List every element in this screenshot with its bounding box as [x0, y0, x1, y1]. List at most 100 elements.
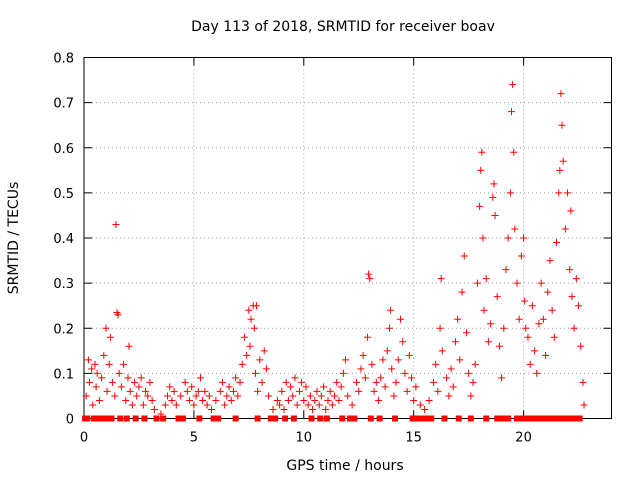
data-point: [399, 338, 407, 346]
data-point: [415, 415, 422, 422]
data-point: [544, 288, 552, 296]
x-axis-label: GPS time / hours: [286, 458, 403, 474]
data-point: [531, 347, 539, 355]
data-point: [432, 360, 440, 368]
y-tick-label: 0.4: [53, 232, 74, 247]
data-point: [556, 166, 564, 174]
data-point: [429, 378, 437, 386]
data-point: [577, 342, 585, 350]
data-point: [100, 351, 108, 359]
data-point: [88, 365, 96, 373]
data-point: [90, 415, 97, 422]
data-point: [146, 378, 154, 386]
data-point: [407, 374, 415, 382]
data-point: [309, 405, 317, 413]
data-point: [111, 392, 119, 400]
data-point: [150, 405, 158, 413]
data-point: [522, 324, 530, 332]
data-point: [282, 415, 289, 422]
data-point: [262, 365, 270, 373]
data-point: [572, 415, 579, 422]
data-point: [141, 415, 148, 422]
data-point: [447, 365, 455, 373]
data-point: [335, 396, 343, 404]
data-point: [311, 396, 319, 404]
data-point: [423, 415, 430, 422]
data-point: [331, 392, 339, 400]
x-axis-tick-labels: 0 5 10 15 20: [80, 431, 532, 446]
data-point: [306, 392, 314, 400]
data-point: [434, 387, 442, 395]
data-point: [443, 374, 451, 382]
data-point: [199, 396, 207, 404]
data-point: [128, 401, 136, 409]
data-point: [375, 396, 383, 404]
data-point: [229, 387, 237, 395]
data-point: [168, 396, 176, 404]
data-point: [170, 387, 178, 395]
data-point: [456, 356, 464, 364]
data-point: [284, 396, 292, 404]
data-point: [561, 225, 569, 233]
data-point: [114, 311, 122, 319]
data-point: [212, 396, 220, 404]
data-point: [240, 333, 248, 341]
data-point: [495, 342, 503, 350]
x-tick-label: 20: [515, 431, 532, 446]
data-point: [225, 383, 233, 391]
data-point: [105, 415, 112, 422]
data-point: [247, 315, 255, 323]
y-tick-label: 0.8: [53, 52, 74, 67]
data-point: [84, 356, 92, 364]
data-point: [506, 189, 514, 197]
data-point: [221, 401, 229, 409]
data-point: [372, 378, 380, 386]
data-point: [507, 108, 515, 116]
data-point: [517, 252, 525, 260]
data-point: [260, 347, 268, 355]
data-point: [216, 387, 224, 395]
data-point: [425, 396, 433, 404]
data-point: [491, 211, 499, 219]
data-point: [559, 157, 567, 165]
data-point: [300, 396, 308, 404]
data-point: [317, 415, 324, 422]
data-point: [509, 81, 517, 89]
data-point: [98, 374, 106, 382]
data-point: [326, 387, 334, 395]
data-point: [196, 415, 203, 422]
data-point: [337, 383, 345, 391]
data-point: [177, 392, 185, 400]
data-point: [124, 374, 132, 382]
data-point: [161, 401, 169, 409]
data-point: [401, 369, 409, 377]
x-tick-label: 10: [296, 431, 313, 446]
data-point: [290, 415, 297, 422]
data-point: [386, 324, 394, 332]
data-point: [381, 383, 389, 391]
data-point: [376, 415, 383, 422]
data-point: [132, 415, 139, 422]
data-point: [564, 189, 572, 197]
data-point: [166, 383, 174, 391]
data-point: [471, 360, 479, 368]
data-point: [541, 415, 548, 422]
data-point: [99, 415, 106, 422]
data-point: [339, 369, 347, 377]
data-point: [405, 351, 413, 359]
data-point: [493, 293, 501, 301]
data-point: [419, 415, 426, 422]
data-point: [449, 383, 457, 391]
y-axis-label: SRMTID / TECUs: [6, 182, 22, 295]
data-point: [539, 315, 547, 323]
data-point: [117, 383, 125, 391]
axis-ticks: [83, 57, 612, 419]
data-point: [421, 405, 429, 413]
data-point: [273, 396, 281, 404]
data-point: [308, 415, 315, 422]
data-point: [142, 387, 150, 395]
y-tick-label: 0.2: [53, 322, 74, 337]
x-tick-label: 5: [190, 431, 198, 446]
data-point: [505, 415, 512, 422]
data-point: [196, 374, 204, 382]
